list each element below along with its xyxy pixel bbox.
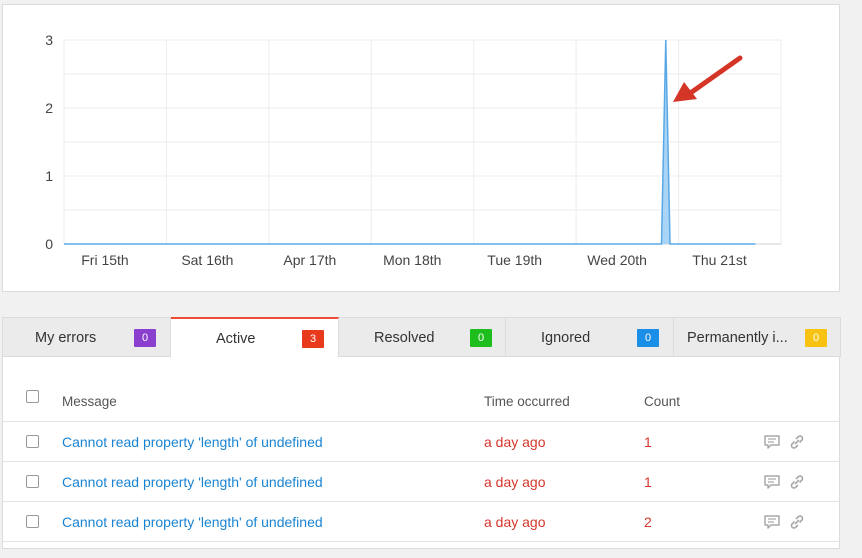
tab-count-badge: 0 bbox=[470, 329, 492, 347]
x-tick-label: Sat 16th bbox=[181, 252, 233, 268]
x-tick-label: Fri 15th bbox=[81, 252, 128, 268]
tab-count-badge: 0 bbox=[805, 329, 827, 347]
tab-label: Active bbox=[216, 331, 256, 347]
comment-icon[interactable] bbox=[763, 433, 781, 456]
errors-list-card: My errors 0 Active 3 Resolved 0 Ignored 0 Perman… bbox=[2, 317, 841, 549]
y-tick-label: 1 bbox=[45, 168, 53, 184]
comment-icon[interactable] bbox=[763, 513, 781, 536]
table-row: Cannot read property 'length' of undefin… bbox=[3, 462, 839, 502]
tab-resolved[interactable]: Resolved 0 bbox=[339, 317, 506, 357]
time-column-header[interactable]: Time occurred bbox=[484, 394, 570, 409]
tab-ignored[interactable]: Ignored 0 bbox=[506, 317, 674, 357]
y-tick-label: 0 bbox=[45, 236, 53, 252]
tab-count-badge: 3 bbox=[302, 330, 324, 348]
error-count: 2 bbox=[644, 514, 652, 530]
x-tick-label: Mon 18th bbox=[383, 252, 441, 268]
count-column-header[interactable]: Count bbox=[644, 394, 681, 409]
row-checkbox[interactable] bbox=[26, 475, 39, 488]
select-all-checkbox[interactable] bbox=[26, 390, 39, 403]
errors-chart: 0 1 2 3 Fri 15th Sat 16th Apr 17th Mon 18th Tue… bbox=[45, 32, 782, 268]
time-occurred: a day ago bbox=[484, 514, 546, 530]
time-occurred: a day ago bbox=[484, 474, 546, 490]
x-tick-label: Apr 17th bbox=[283, 252, 336, 268]
errors-chart-card: 0 1 2 3 Fri 15th Sat 16th Apr 17th Mon 18th Tue… bbox=[2, 4, 840, 292]
series-line bbox=[64, 39, 756, 245]
time-occurred: a day ago bbox=[484, 434, 546, 450]
tab-active[interactable]: Active 3 bbox=[171, 317, 339, 357]
tab-label: My errors bbox=[35, 330, 97, 346]
tab-label: Permanently i... bbox=[687, 330, 788, 346]
error-message-link[interactable]: Cannot read property 'length' of undefin… bbox=[62, 474, 323, 490]
tab-count-badge: 0 bbox=[637, 329, 659, 347]
x-tick-label: Tue 19th bbox=[487, 252, 542, 268]
link-icon[interactable] bbox=[788, 433, 806, 456]
link-icon[interactable] bbox=[788, 513, 806, 536]
annotation-arrow-head bbox=[673, 82, 697, 102]
annotation-arrow-shaft bbox=[686, 55, 743, 97]
table-row: Cannot read property 'length' of undefin… bbox=[3, 502, 839, 542]
y-tick-label: 2 bbox=[45, 100, 53, 116]
row-checkbox[interactable] bbox=[26, 435, 39, 448]
error-count: 1 bbox=[644, 434, 652, 450]
message-column-header[interactable]: Message bbox=[62, 394, 117, 409]
table-header-row: Message Time occurred Count bbox=[3, 357, 839, 422]
tab-label: Resolved bbox=[374, 330, 435, 346]
error-count: 1 bbox=[644, 474, 652, 490]
tab-permanently-i[interactable]: Permanently i... 0 bbox=[674, 317, 841, 357]
comment-icon[interactable] bbox=[763, 473, 781, 496]
x-tick-label: Thu 21st bbox=[692, 252, 747, 268]
error-message-link[interactable]: Cannot read property 'length' of undefin… bbox=[62, 434, 323, 450]
errors-table: Message Time occurred Count Cannot read … bbox=[3, 357, 839, 542]
link-icon[interactable] bbox=[788, 473, 806, 496]
y-tick-label: 3 bbox=[45, 32, 53, 48]
tab-count-badge: 0 bbox=[134, 329, 156, 347]
row-checkbox[interactable] bbox=[26, 515, 39, 528]
table-row: Cannot read property 'length' of undefin… bbox=[3, 422, 839, 462]
tab-label: Ignored bbox=[541, 330, 591, 346]
error-message-link[interactable]: Cannot read property 'length' of undefin… bbox=[62, 514, 323, 530]
error-tabs: My errors 0 Active 3 Resolved 0 Ignored 0 Perman… bbox=[3, 317, 841, 357]
tab-my-errors[interactable]: My errors 0 bbox=[3, 317, 171, 357]
x-tick-label: Wed 20th bbox=[587, 252, 647, 268]
